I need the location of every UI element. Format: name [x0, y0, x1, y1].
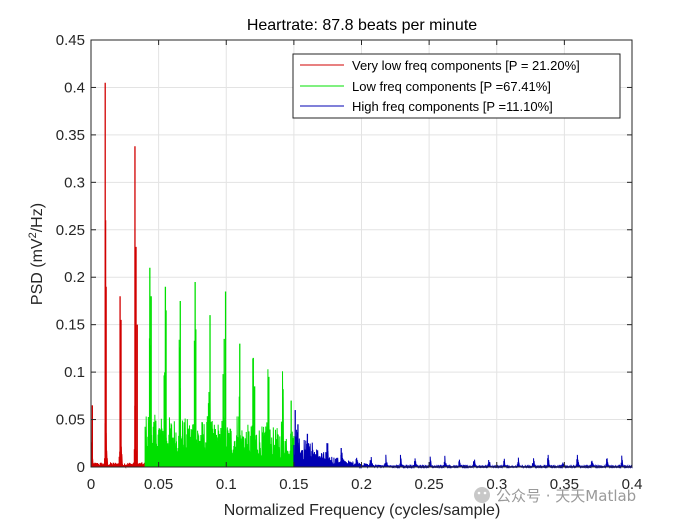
- chart-title: Heartrate: 87.8 beats per minute: [247, 17, 477, 34]
- watermark-text: 公众号 · 天天Matlab: [496, 487, 636, 505]
- x-tick-label: 0.15: [279, 476, 308, 493]
- y-tick-label: 0.45: [56, 32, 85, 49]
- wechat-icon-eye-left: [477, 491, 481, 495]
- legend: Very low freq components [P = 21.20%] Lo…: [292, 53, 621, 119]
- y-tick-label: 0.25: [56, 222, 85, 239]
- x-tick-label: 0.4: [622, 476, 643, 493]
- wechat-icon: [474, 487, 490, 503]
- series-0: [90, 82, 146, 469]
- y-tick-label: 0.15: [56, 317, 85, 334]
- watermark: 公众号 · 天天Matlab: [474, 487, 636, 505]
- legend-label-low: Low freq components [P =67.41%]: [352, 79, 551, 94]
- legend-label-very-low: Very low freq components [P = 21.20%]: [352, 58, 580, 73]
- x-tick-label: 0.2: [351, 476, 372, 493]
- y-tick-label: 0: [77, 459, 85, 476]
- x-axis-label: Normalized Frequency (cycles/sample): [224, 502, 501, 519]
- x-tick-label: 0.05: [144, 476, 173, 493]
- y-tick-label: 0.3: [64, 174, 85, 191]
- y-axis-ticks: 0 0.05 0.1 0.15 0.2 0.25 0.3 0.35 0.4 0.45: [56, 32, 632, 476]
- x-tick-label: 0: [87, 476, 95, 493]
- y-axis-label-main: PSD (mV: [29, 238, 46, 305]
- y-axis-label-sup: 2: [27, 232, 39, 238]
- y-tick-label: 0.4: [64, 79, 85, 96]
- y-tick-label: 0.35: [56, 127, 85, 144]
- x-tick-label: 0.35: [550, 476, 579, 493]
- x-tick-label: 0.3: [486, 476, 507, 493]
- x-tick-label: 0.25: [415, 476, 444, 493]
- x-axis-ticks: 0 0.05 0.1 0.15 0.2 0.25 0.3 0.35 0.4: [87, 40, 643, 493]
- legend-label-high: High freq components [P =11.10%]: [352, 99, 553, 114]
- y-axis-label: PSD (mV2/Hz): [27, 203, 46, 305]
- y-tick-label: 0.05: [56, 412, 85, 429]
- y-axis-label-tail: /Hz): [29, 203, 46, 232]
- legend-box: [292, 53, 621, 119]
- x-tick-label: 0.1: [216, 476, 237, 493]
- y-tick-label: 0.2: [64, 269, 85, 286]
- wechat-icon-eye-right: [483, 491, 487, 495]
- y-tick-label: 0.1: [64, 364, 85, 381]
